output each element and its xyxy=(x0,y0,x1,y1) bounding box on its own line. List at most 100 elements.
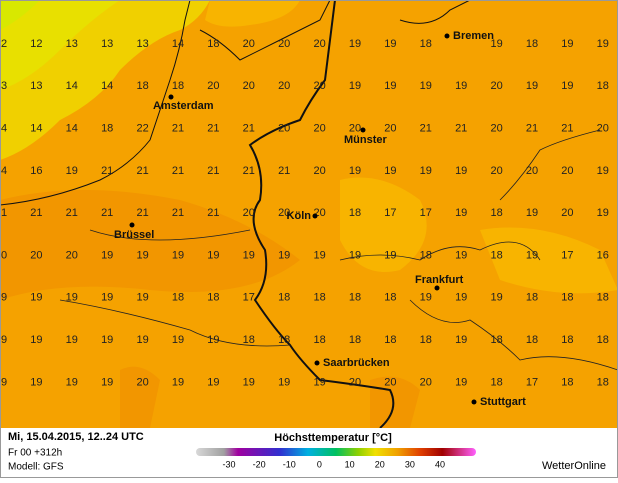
temperature-value: 19 xyxy=(384,165,396,177)
temperature-value: 18 xyxy=(490,334,502,346)
temperature-value: 18 xyxy=(349,334,361,346)
temperature-value: 2 xyxy=(1,38,7,50)
temperature-value: 20 xyxy=(243,38,255,50)
temperature-value: 17 xyxy=(526,376,538,388)
temperature-value: 19 xyxy=(243,376,255,388)
colorbar-tick-label: 20 xyxy=(375,459,385,469)
temperature-value: 19 xyxy=(136,334,148,346)
temperature-value: 21 xyxy=(207,207,219,219)
colorbar-ticks: -30 -20 -10 0 10 20 30 40 xyxy=(222,459,445,469)
temperature-value: 19 xyxy=(243,249,255,261)
city-dot xyxy=(444,33,450,39)
temperature-value: 18 xyxy=(597,334,609,346)
temperature-value: 19 xyxy=(278,376,290,388)
temperature-value: 4 xyxy=(1,165,7,177)
temperature-value: 20 xyxy=(278,80,290,92)
temperature-value: 19 xyxy=(101,334,113,346)
temperature-value: 18 xyxy=(420,334,432,346)
temperature-value: 14 xyxy=(172,38,184,50)
colorbar-tick-label: 0 xyxy=(317,459,322,469)
temperature-value: 19 xyxy=(490,292,502,304)
temperature-value: 18 xyxy=(597,292,609,304)
temperature-value: 18 xyxy=(243,334,255,346)
temperature-value: 21 xyxy=(172,207,184,219)
temperature-value: 19 xyxy=(30,292,42,304)
temperature-value: 21 xyxy=(455,123,467,135)
temperature-value: 21 xyxy=(278,165,290,177)
colorbar-tick-label: -30 xyxy=(222,459,235,469)
temperature-value: 20 xyxy=(490,123,502,135)
colorbar-tick-label: 10 xyxy=(345,459,355,469)
temperature-value: 19 xyxy=(101,376,113,388)
city-dot xyxy=(312,213,318,219)
temperature-value: 3 xyxy=(1,80,7,92)
warm-zone xyxy=(205,0,300,27)
temperature-value: 19 xyxy=(207,249,219,261)
temperature-value: 17 xyxy=(561,249,573,261)
temperature-value: 18 xyxy=(207,292,219,304)
temperature-value: 19 xyxy=(101,249,113,261)
temperature-value: 20 xyxy=(384,376,396,388)
city-label: Bremen xyxy=(453,30,494,42)
temperature-value: 18 xyxy=(561,376,573,388)
temperature-value: 19 xyxy=(66,292,78,304)
temperature-value: 21 xyxy=(30,207,42,219)
temperature-value: 19 xyxy=(490,38,502,50)
temperature-value: 18 xyxy=(490,249,502,261)
temperature-value: 17 xyxy=(384,207,396,219)
temperature-value: 20 xyxy=(207,80,219,92)
temperature-value: 19 xyxy=(66,334,78,346)
temperature-value: 19 xyxy=(455,249,467,261)
temperature-value: 20 xyxy=(490,80,502,92)
temperature-value: 4 xyxy=(1,123,7,135)
temperature-value: 20 xyxy=(561,165,573,177)
temperature-value: 21 xyxy=(207,165,219,177)
temperature-value: 19 xyxy=(278,249,290,261)
temperature-value: 21 xyxy=(172,165,184,177)
brand: WetterOnline xyxy=(542,460,606,472)
temperature-value: 19 xyxy=(66,376,78,388)
temperature-value: 18 xyxy=(384,292,396,304)
temperature-value: 19 xyxy=(172,376,184,388)
temperature-value: 21 xyxy=(420,123,432,135)
temperature-value: 18 xyxy=(101,123,113,135)
temperature-value: 16 xyxy=(30,165,42,177)
temperature-value: 20 xyxy=(420,376,432,388)
temperature-value: 14 xyxy=(66,80,78,92)
temperature-value: 18 xyxy=(420,38,432,50)
temperature-value: 16 xyxy=(597,249,609,261)
temperature-value: 19 xyxy=(526,249,538,261)
temperature-value: 19 xyxy=(455,165,467,177)
temperature-value: 19 xyxy=(66,165,78,177)
temperature-value: 20 xyxy=(313,80,325,92)
temperature-value: 19 xyxy=(526,80,538,92)
temperature-value: 19 xyxy=(526,207,538,219)
temperature-value: 21 xyxy=(101,207,113,219)
temperature-value: 21 xyxy=(207,123,219,135)
temperature-value: 19 xyxy=(313,249,325,261)
temperature-value: 18 xyxy=(313,334,325,346)
temperature-value: 21 xyxy=(243,123,255,135)
temperature-value: 19 xyxy=(455,292,467,304)
temperature-value: 20 xyxy=(313,38,325,50)
temperature-value: 14 xyxy=(30,123,42,135)
temperature-value: 18 xyxy=(490,376,502,388)
temperature-value: 13 xyxy=(30,80,42,92)
city-label: Saarbrücken xyxy=(323,357,390,369)
map-area xyxy=(0,0,618,429)
temperature-value: 22 xyxy=(136,123,148,135)
colorbar-tick-label: 40 xyxy=(435,459,445,469)
temperature-value: 18 xyxy=(136,80,148,92)
colorbar-tick-label: -20 xyxy=(253,459,266,469)
temperature-value: 19 xyxy=(313,376,325,388)
temperature-value: 18 xyxy=(207,38,219,50)
temperature-value: 19 xyxy=(101,292,113,304)
temperature-value: 19 xyxy=(349,80,361,92)
city-dot xyxy=(168,94,174,100)
temperature-value: 18 xyxy=(526,38,538,50)
temperature-value: 19 xyxy=(597,165,609,177)
run-label: Fr 00 +312h xyxy=(8,448,62,459)
temperature-value: 20 xyxy=(243,207,255,219)
temperature-value: 20 xyxy=(278,207,290,219)
hot-zone xyxy=(120,366,160,428)
